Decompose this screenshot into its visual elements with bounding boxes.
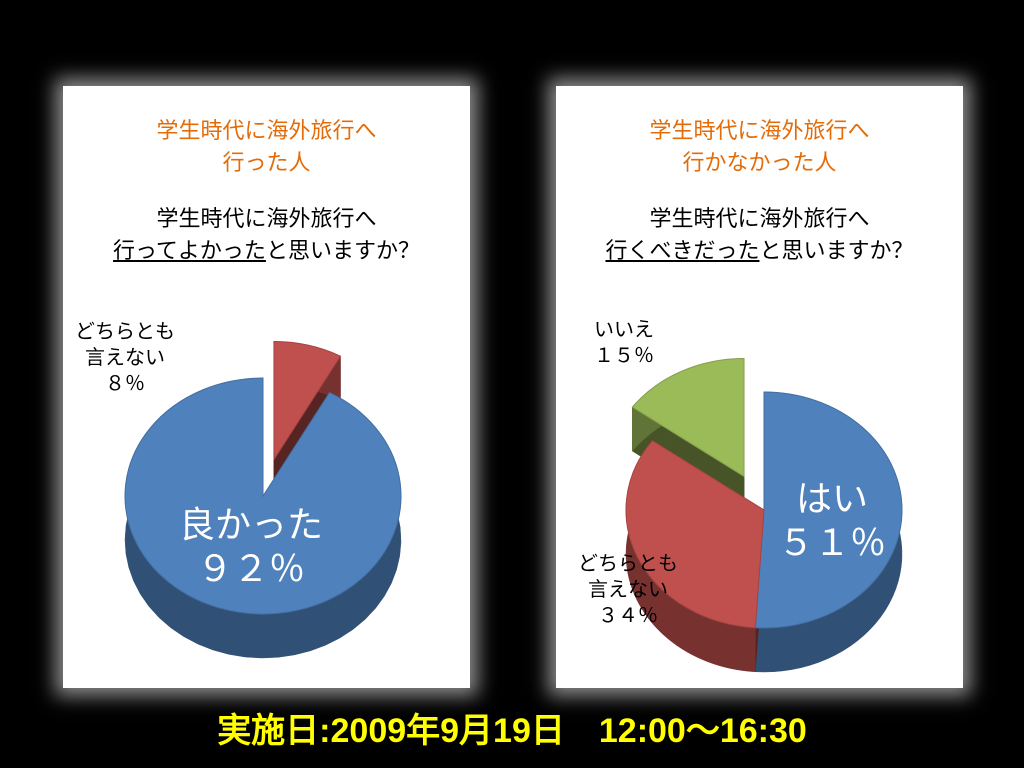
question-line1: 学生時代に海外旅行へ [156,207,377,232]
slice-label-yes-percent: ５１％ [778,523,887,564]
question-rest: と思いますか？ [759,239,914,264]
panel-title-line2: 行った人 [222,151,311,176]
question-underlined: 行ってよかった [113,239,266,264]
slice-label-neutral-line1: どちらとも [75,319,175,343]
slice-label-neutral-line2: 言えない [85,345,165,369]
panel-title-line1: 学生時代に海外旅行へ [649,119,870,144]
panel-title-line1: 学生時代に海外旅行へ [156,119,377,144]
question-line1: 学生時代に海外旅行へ [649,207,870,232]
panel-title: 学生時代に海外旅行へ 行かなかった人 [556,116,963,180]
pie-slice-0 [124,377,402,615]
slice-label-good-percent: ９２％ [197,549,306,590]
question-line2: 行ってよかったと思いますか？ [63,236,470,268]
panel-title-line2: 行かなかった人 [682,151,837,176]
survey-panel-not-abroad: 学生時代に海外旅行へ 行かなかった人 学生時代に海外旅行へ 行くべきだったと思い… [556,86,963,688]
slice-label-good-name: 良かった [179,505,324,546]
survey-question: 学生時代に海外旅行へ 行ってよかったと思いますか？ [63,204,470,268]
survey-panel-went-abroad: 学生時代に海外旅行へ 行った人 学生時代に海外旅行へ 行ってよかったと思いますか… [63,86,470,688]
pie-slice-1 [273,341,342,462]
slice-label-neutral: どちらとも 言えない ８％ [75,318,175,396]
slice-label-neutral-percent: ３４％ [598,603,658,627]
slice-label-no: いいえ １５％ [594,316,654,368]
slice-label-yes-name: はい [796,479,869,520]
pie-slice-0 [754,391,903,629]
question-rest: と思いますか？ [265,239,420,264]
pie-slice-1 [625,439,765,629]
slice-label-good: 良かった ９２％ [179,504,323,592]
slice-label-neutral: どちらとも 言えない ３４％ [578,550,678,628]
survey-question: 学生時代に海外旅行へ 行くべきだったと思いますか？ [556,204,963,268]
panel-title: 学生時代に海外旅行へ 行った人 [63,116,470,180]
slice-label-yes: はい ５１％ [778,478,886,566]
slice-label-no-percent: １５％ [594,343,654,367]
survey-date-footer: 実施日:2009年9月19日 12:00～16:30 [217,712,807,750]
slice-label-neutral-line1: どちらとも [578,551,678,575]
slice-label-neutral-percent: ８％ [105,371,145,395]
question-underlined: 行くべきだった [605,239,760,264]
pie-slice-2 [631,357,745,478]
pie-chart-not-abroad [625,357,903,673]
slice-label-no-name: いいえ [594,317,654,341]
slice-label-neutral-line2: 言えない [588,577,668,601]
pie-chart-went-abroad [124,341,402,659]
question-line2: 行くべきだったと思いますか？ [556,236,963,268]
